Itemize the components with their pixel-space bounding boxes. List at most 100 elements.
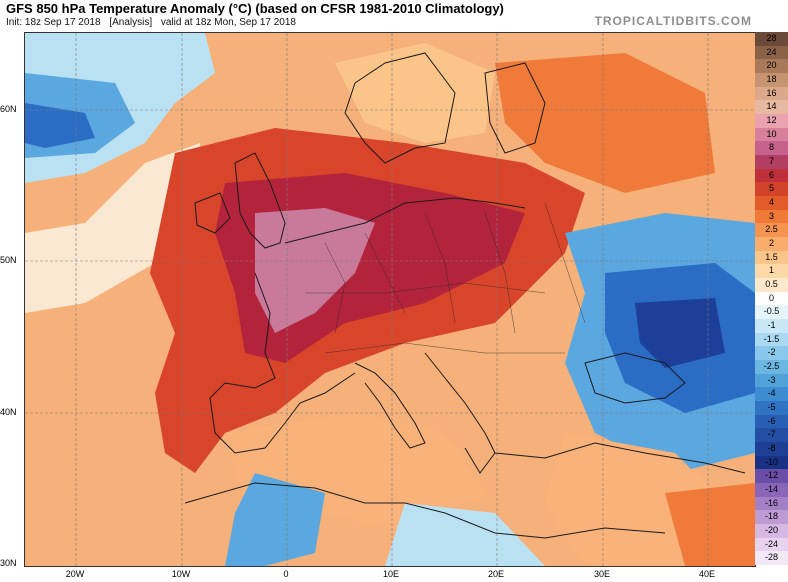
colorbar-label: 16 — [766, 87, 777, 98]
colorbar-label: 2.5 — [765, 224, 778, 235]
colorbar-swatch — [755, 496, 788, 511]
colorbar-swatch — [755, 209, 788, 224]
coast-black-sea — [584, 352, 686, 404]
lon-label-20e: 20E — [487, 569, 504, 579]
colorbar-label: -2.5 — [763, 361, 780, 371]
lat-label-50n: 50N — [0, 255, 17, 265]
map-header: GFS 850 hPa Temperature Anomaly (°C) (ba… — [0, 0, 788, 32]
atlantic-cold-core — [25, 103, 95, 148]
colorbar-label: 0 — [768, 292, 774, 303]
colorbar-swatch — [755, 414, 788, 429]
colorbar-swatch — [755, 537, 788, 552]
anomaly-colorbar: 28 24 20 18 16 14 12 10 8 7 6 5 4 3 2.5 2 1.5 1 0.5 0 -0.5 -1… — [755, 32, 788, 565]
colorbar-swatch — [755, 428, 788, 442]
colorbar-label: 12 — [766, 115, 777, 125]
colorbar-label: -2 — [767, 347, 776, 358]
colorbar-label: -7 — [767, 429, 776, 440]
colorbar-label: 4 — [768, 197, 774, 207]
baltic-warm-area — [495, 53, 715, 193]
init-time: Init: 18z Sep 17 2018 — [6, 17, 101, 28]
colorbar-swatch — [755, 551, 788, 565]
coast-anatolia — [494, 442, 746, 474]
colorbar-label: 10 — [766, 128, 777, 139]
colorbar-label: -16 — [764, 497, 778, 508]
colorbar-swatch — [755, 524, 788, 538]
lat-label-60n: 60N — [0, 104, 17, 114]
lat-label-40n: 40N — [0, 407, 17, 417]
lon-label-30e: 30E — [593, 569, 610, 579]
colorbar-swatch — [755, 387, 788, 401]
colorbar-swatch — [755, 168, 788, 183]
coast-north-africa — [184, 482, 666, 539]
eastern-europe-cold-core — [635, 298, 725, 368]
graticule — [25, 33, 755, 566]
colorbar-swatch — [755, 278, 788, 292]
colorbar-label: 0.5 — [765, 279, 778, 289]
lon-label-10e: 10E — [382, 569, 399, 579]
colorbar-swatch — [755, 455, 788, 470]
colorbar-swatch — [755, 469, 788, 483]
colorbar-label: -10 — [764, 456, 778, 467]
colorbar-label: 20 — [766, 60, 777, 71]
colorbar-swatch — [755, 223, 788, 237]
site-brand[interactable]: TROPICALTIDBITS.COM — [594, 14, 752, 28]
lon-label-0: 0 — [283, 569, 289, 579]
colorbar-label: 7 — [768, 156, 774, 166]
colorbar-label: 5 — [768, 183, 774, 194]
coastlines — [184, 52, 746, 539]
map-subtitle: Init: 18z Sep 17 2018 [Analysis] valid a… — [6, 17, 302, 28]
lat-label-30n: 30N — [0, 558, 17, 568]
colorbar-swatch — [755, 182, 788, 196]
colorbar-label: -4 — [767, 388, 776, 399]
middle-east-warm — [665, 483, 755, 566]
border-4 — [484, 212, 516, 334]
colorbar-label: 28 — [766, 33, 777, 43]
analysis-tag: [Analysis] — [109, 17, 153, 28]
colorbar-label: 1 — [768, 265, 774, 276]
colorbar-swatch — [755, 510, 788, 524]
colorbar-label: -1.5 — [763, 333, 780, 344]
colorbar-swatch — [755, 346, 788, 360]
colorbar-label: -18 — [764, 511, 778, 522]
colorbar-label: 14 — [766, 101, 777, 112]
anomaly-map — [24, 32, 756, 567]
scandinavia-area — [335, 43, 495, 143]
coast-finland — [484, 62, 546, 154]
colorbar-swatch — [755, 237, 788, 251]
country-borders — [305, 202, 586, 354]
colorbar-swatch — [755, 291, 788, 306]
colorbar-swatch — [755, 155, 788, 169]
colorbar-label: -0.5 — [763, 306, 780, 317]
anomaly-field — [25, 33, 755, 566]
atlantic-neutral-band — [25, 143, 200, 313]
border-7 — [324, 342, 565, 354]
colorbar-label: 24 — [766, 46, 777, 57]
colorbar-label: -1 — [767, 320, 776, 330]
colorbar-swatch — [755, 32, 788, 46]
colorbar-label: -24 — [764, 538, 778, 549]
colorbar-label: -6 — [767, 415, 776, 426]
lon-label-20w: 20W — [65, 569, 85, 579]
coast-scandinavia — [344, 52, 456, 164]
colorbar-label: 2 — [768, 238, 774, 248]
valid-time: valid at 18z Mon, Sep 17 2018 — [160, 17, 296, 28]
colorbar-label: -8 — [767, 443, 776, 453]
colorbar-swatch — [755, 86, 788, 101]
colorbar-swatch — [755, 250, 788, 265]
colorbar-swatch — [755, 100, 788, 114]
border-1 — [324, 242, 346, 334]
colorbar-label: 3 — [768, 210, 774, 221]
coast-britain — [234, 152, 286, 249]
colorbar-label: -14 — [764, 484, 778, 494]
lon-label-10w: 10W — [171, 569, 191, 579]
coast-ireland — [194, 192, 231, 234]
colorbar-swatch — [755, 373, 788, 388]
border-5 — [544, 202, 586, 324]
colorbar-swatch — [755, 59, 788, 73]
colorbar-label: 8 — [768, 142, 774, 153]
lon-label-40e: 40E — [698, 569, 715, 579]
colorbar-swatch — [755, 401, 788, 415]
coast-italy — [354, 362, 426, 449]
colorbar-label: -20 — [764, 525, 778, 535]
warm-anomaly-extreme — [255, 208, 375, 333]
